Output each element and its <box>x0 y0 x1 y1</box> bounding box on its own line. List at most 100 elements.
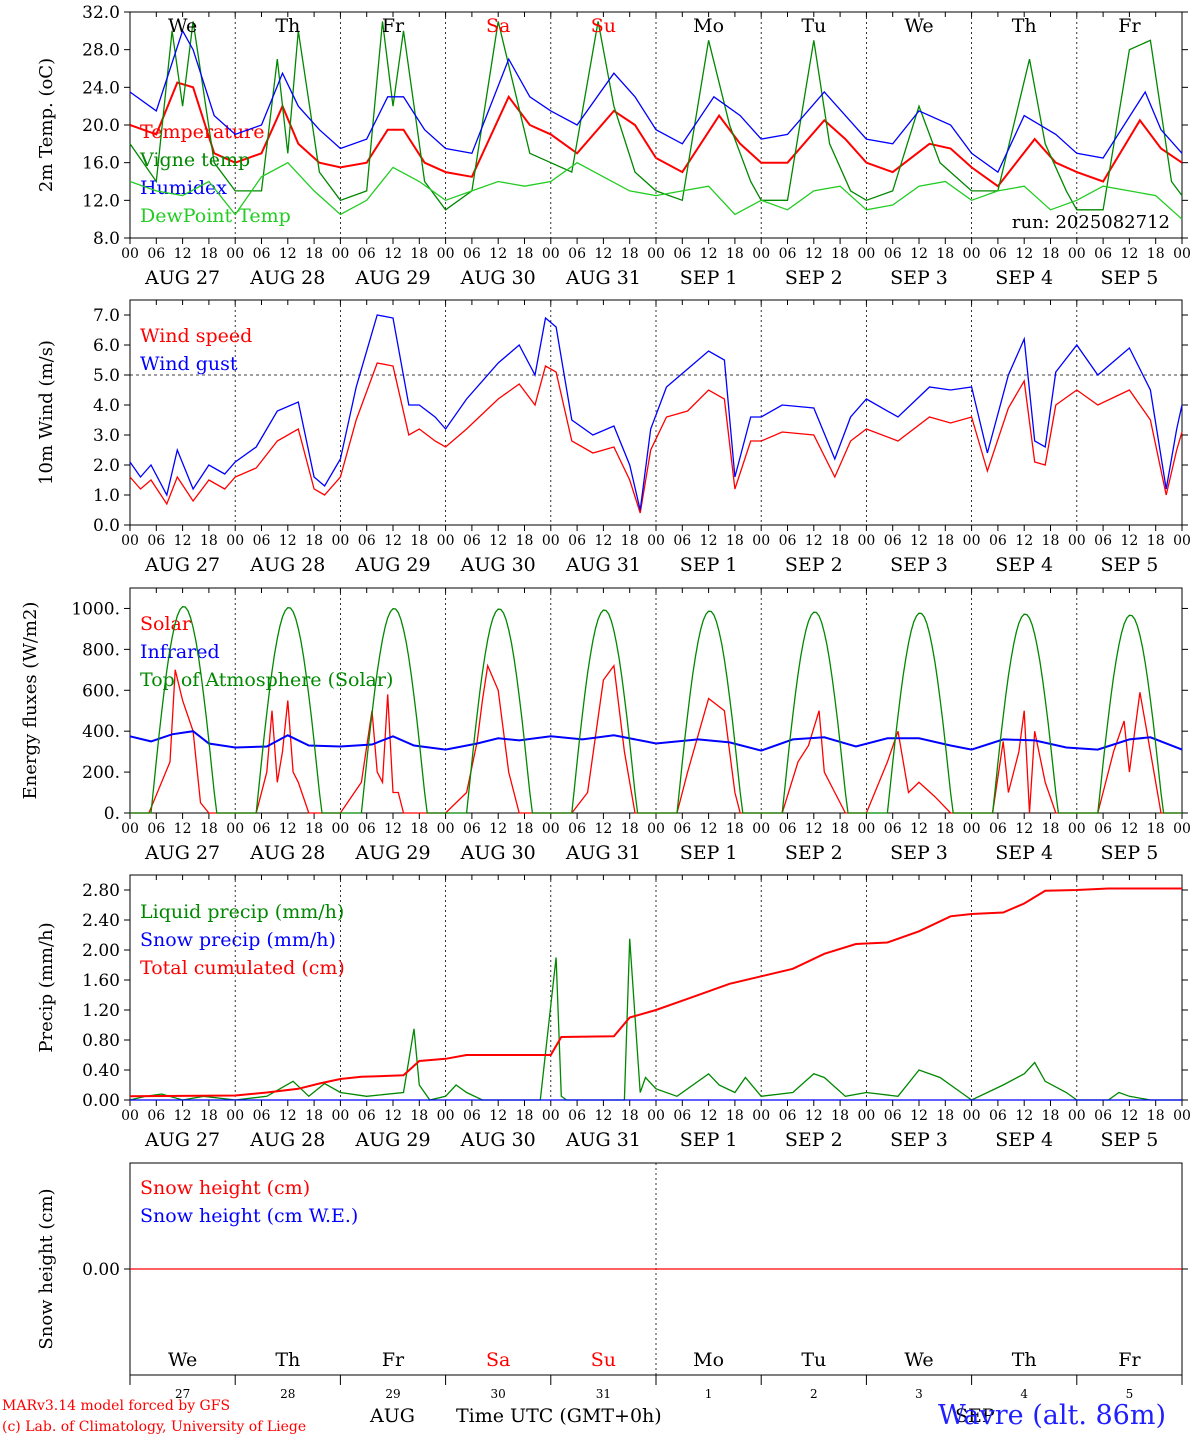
hour-label: 18 <box>305 1108 323 1124</box>
hour-label: 06 <box>673 821 691 837</box>
day-label: SEP 3 <box>890 554 948 576</box>
hour-label: 06 <box>779 1108 797 1124</box>
series-line-toa <box>130 606 1182 814</box>
y-tick-label: 0.0 <box>93 516 120 536</box>
hour-label: 18 <box>936 533 954 549</box>
hour-label: 12 <box>594 1108 612 1124</box>
y-tick-label: 16.0 <box>82 154 120 174</box>
weekday-top: Fr <box>1118 15 1141 37</box>
day-label: AUG 27 <box>144 1129 220 1151</box>
legend-solar: Solar <box>140 613 192 635</box>
hour-label: 12 <box>279 821 297 837</box>
y-tick-label: 2.0 <box>93 456 120 476</box>
hour-label: 06 <box>989 533 1007 549</box>
hour-label: 18 <box>410 1108 428 1124</box>
weekday-top: Su <box>591 15 616 37</box>
hour-label: 00 <box>1173 1108 1191 1124</box>
hour-label: 06 <box>463 246 481 262</box>
hour-label: 00 <box>963 821 981 837</box>
hour-label: 12 <box>910 1108 928 1124</box>
y-tick-label: 0.80 <box>82 1031 120 1051</box>
hour-label: 18 <box>936 246 954 262</box>
hour-label: 06 <box>568 533 586 549</box>
hour-label: 00 <box>647 533 665 549</box>
hour-label: 00 <box>857 821 875 837</box>
hour-label: 18 <box>200 533 218 549</box>
y-tick-label: 24.0 <box>82 78 120 98</box>
hour-label: 12 <box>489 246 507 262</box>
day-label: SEP 3 <box>890 842 948 864</box>
month-label-aug: AUG <box>370 1405 415 1427</box>
hour-label: 18 <box>305 246 323 262</box>
hour-label: 18 <box>1147 246 1165 262</box>
hour-label: 12 <box>594 533 612 549</box>
weekday-top: Fr <box>382 15 405 37</box>
hour-label: 06 <box>568 246 586 262</box>
legend-liquid: Liquid precip (mm/h) <box>140 901 344 923</box>
hour-label: 12 <box>1120 246 1138 262</box>
hour-label: 00 <box>437 533 455 549</box>
hour-label: 12 <box>1015 246 1033 262</box>
hour-label: 00 <box>226 1108 244 1124</box>
hour-label: 12 <box>174 1108 192 1124</box>
hour-label: 06 <box>463 1108 481 1124</box>
hour-label: 06 <box>358 533 376 549</box>
hour-label: 18 <box>516 533 534 549</box>
day-label: AUG 28 <box>249 267 325 289</box>
run-annotation: run: 2025082712 <box>1012 212 1170 233</box>
hour-label: 18 <box>621 533 639 549</box>
hour-label: 00 <box>1173 246 1191 262</box>
day-number: 30 <box>491 1387 506 1401</box>
hour-label: 00 <box>121 821 139 837</box>
weekday-top: Tu <box>801 15 826 37</box>
hour-label: 06 <box>568 821 586 837</box>
y-tick-label: 1.0 <box>93 486 120 506</box>
hour-label: 00 <box>437 1108 455 1124</box>
day-label: SEP 5 <box>1100 842 1158 864</box>
y-tick-label: 28.0 <box>82 41 120 61</box>
hour-label: 06 <box>673 246 691 262</box>
hour-label: 06 <box>568 1108 586 1124</box>
hour-label: 06 <box>779 821 797 837</box>
hour-label: 00 <box>1068 246 1086 262</box>
hour-label: 00 <box>752 1108 770 1124</box>
y-tick-label: 3.0 <box>93 426 120 446</box>
day-label: AUG 27 <box>144 267 220 289</box>
hour-label: 06 <box>1094 821 1112 837</box>
hour-label: 06 <box>358 246 376 262</box>
day-label: AUG 30 <box>460 1129 536 1151</box>
y-tick-label: 7.0 <box>93 306 120 326</box>
weekday-bottom: Fr <box>382 1349 405 1371</box>
hour-label: 06 <box>673 533 691 549</box>
hour-label: 06 <box>884 1108 902 1124</box>
hour-label: 18 <box>305 821 323 837</box>
hour-label: 06 <box>253 533 271 549</box>
day-number: 1 <box>705 1387 713 1401</box>
hour-label: 12 <box>805 533 823 549</box>
weekday-bottom: Th <box>275 1349 300 1371</box>
y-tick-label: 1.60 <box>82 971 120 991</box>
hour-label: 12 <box>910 246 928 262</box>
hour-label: 12 <box>1015 1108 1033 1124</box>
day-label: AUG 31 <box>565 1129 641 1151</box>
day-label: SEP 4 <box>995 1129 1053 1151</box>
series-line-humidex <box>129 29 1183 174</box>
hour-label: 18 <box>831 821 849 837</box>
day-label: SEP 5 <box>1100 554 1158 576</box>
hour-label: 18 <box>726 1108 744 1124</box>
y-tick-label: 600. <box>82 681 120 701</box>
day-label: AUG 28 <box>249 1129 325 1151</box>
hour-label: 18 <box>200 246 218 262</box>
hour-label: 12 <box>805 246 823 262</box>
hour-label: 18 <box>200 1108 218 1124</box>
day-number: 3 <box>915 1387 923 1401</box>
weekday-top: Mo <box>693 15 724 37</box>
hour-label: 00 <box>121 246 139 262</box>
day-label: AUG 27 <box>144 554 220 576</box>
series-line-dewpoint <box>129 161 1183 220</box>
hour-label: 18 <box>1042 246 1060 262</box>
hour-label: 18 <box>516 821 534 837</box>
hour-label: 18 <box>1147 1108 1165 1124</box>
hour-label: 18 <box>516 246 534 262</box>
hour-label: 18 <box>1147 533 1165 549</box>
